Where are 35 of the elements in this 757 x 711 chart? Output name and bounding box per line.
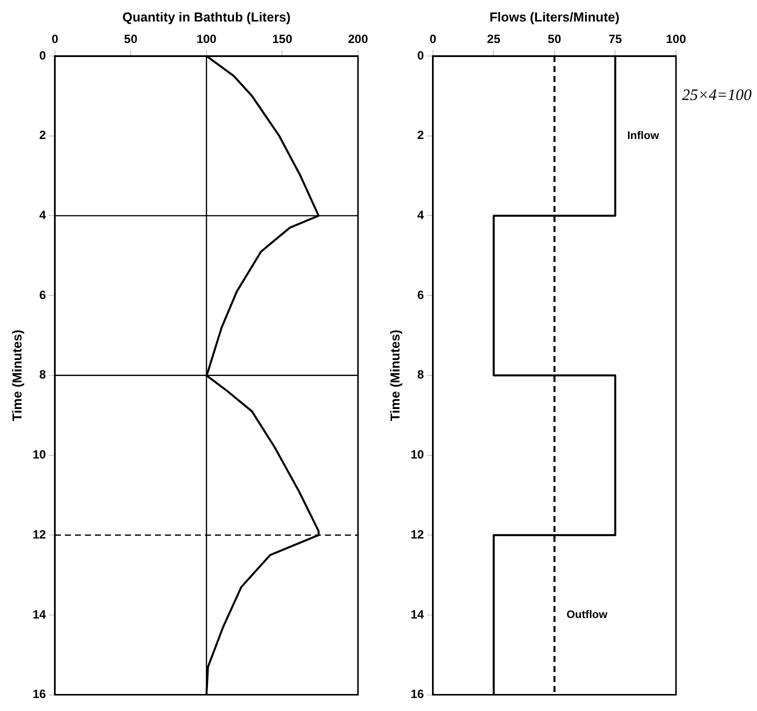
x-tick-label: 50 — [124, 32, 138, 46]
y-tick-label: 4 — [417, 208, 424, 222]
series-label: Outflow — [566, 608, 608, 621]
y-tick-label: 4 — [39, 208, 46, 222]
y-axis-title: Time (Minutes) — [387, 330, 402, 422]
series-label: Inflow — [627, 130, 660, 142]
x-tick-label: 100 — [196, 32, 217, 46]
y-tick-label: 2 — [39, 128, 46, 142]
y-tick-label: 6 — [39, 288, 46, 302]
y-tick-label: 0 — [39, 48, 46, 62]
y-axis-title: Time (Minutes) — [9, 330, 24, 422]
y-tick-label: 6 — [417, 288, 424, 302]
x-tick-label: 75 — [608, 32, 622, 46]
y-tick-label: 12 — [32, 527, 46, 542]
x-axis-title: Flows (Liters/Minute) — [489, 9, 620, 24]
y-tick-label: 8 — [39, 368, 46, 382]
y-tick-label: 14 — [32, 607, 46, 622]
x-tick-label: 50 — [548, 32, 562, 46]
y-tick-label: 10 — [32, 448, 46, 462]
y-tick-label: 0 — [417, 48, 424, 62]
y-tick-label: 8 — [417, 368, 424, 382]
x-tick-label: 150 — [272, 32, 293, 46]
x-tick-label: 0 — [430, 32, 437, 46]
y-tick-label: 16 — [32, 687, 46, 702]
y-tick-label: 14 — [410, 607, 424, 622]
x-axis-title: Quantity in Bathtub (Liters) — [122, 9, 291, 24]
x-tick-label: 25 — [487, 32, 501, 46]
text: 25×4=100 — [682, 87, 752, 104]
x-tick-label: 0 — [52, 32, 59, 46]
y-tick-label: 16 — [410, 687, 424, 702]
y-tick-label: 12 — [410, 527, 424, 542]
x-tick-label: 200 — [348, 32, 368, 46]
y-tick-label: 2 — [417, 128, 424, 142]
y-tick-label: 10 — [410, 448, 424, 462]
x-tick-label: 100 — [666, 32, 686, 46]
